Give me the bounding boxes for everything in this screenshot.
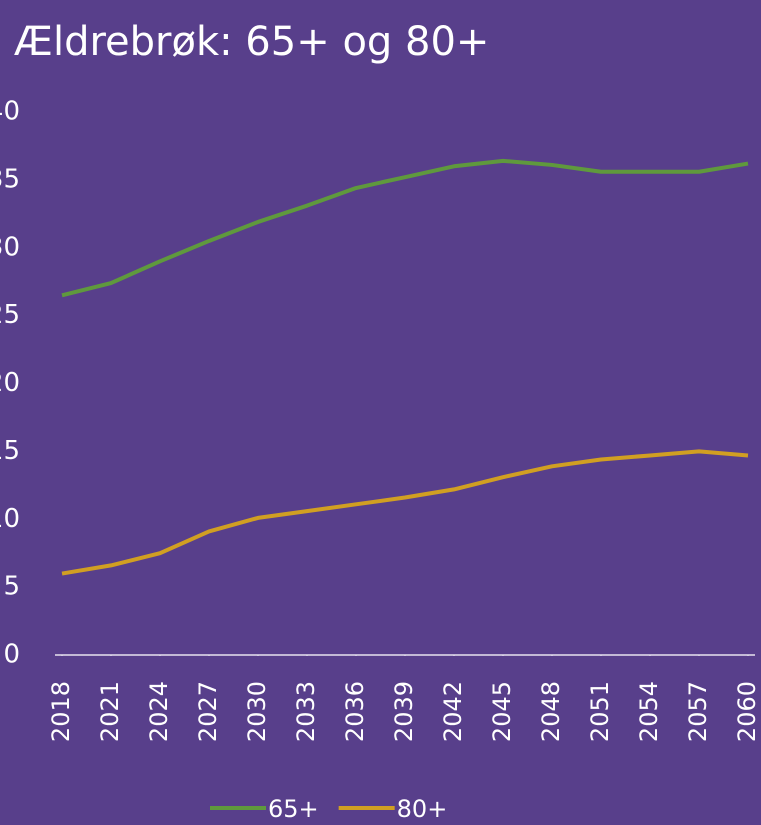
x-tick-label: 2027: [194, 681, 222, 742]
x-tick-label: 2033: [292, 681, 320, 742]
y-tick-label: 20: [0, 368, 20, 398]
x-tick-label: 2021: [96, 681, 124, 742]
y-tick-label: 15: [0, 436, 20, 466]
y-tick-label: 25: [0, 300, 20, 330]
x-tick-label: 2039: [390, 681, 418, 742]
x-tick-label: 2054: [635, 681, 663, 742]
x-tick-label: 2057: [684, 681, 712, 742]
x-tick-label: 2018: [47, 681, 75, 742]
x-tick-label: 2024: [145, 681, 173, 742]
x-tick-label: 2045: [488, 681, 516, 742]
y-tick-label: 5: [3, 572, 20, 602]
y-tick-label: 35: [0, 164, 20, 194]
x-tick-label: 2042: [439, 681, 467, 742]
line: [61, 158, 749, 298]
legend-label: 80+: [397, 795, 448, 823]
x-tick-label: 2048: [537, 681, 565, 742]
chart-title: Ældrebrøk: 65+ og 80+: [14, 19, 489, 65]
y-tick-label: 10: [0, 504, 20, 534]
y-tick-label: 40: [0, 97, 20, 127]
line: [61, 449, 749, 576]
y-tick-label: 0: [3, 640, 20, 670]
x-tick-label: 2051: [586, 681, 614, 742]
legend-label: 65+: [268, 795, 319, 823]
y-tick-label: 30: [0, 232, 20, 262]
x-tick-label: 2036: [341, 681, 369, 742]
x-tick-label: 2060: [733, 681, 761, 742]
x-tick-label: 2030: [243, 681, 271, 742]
